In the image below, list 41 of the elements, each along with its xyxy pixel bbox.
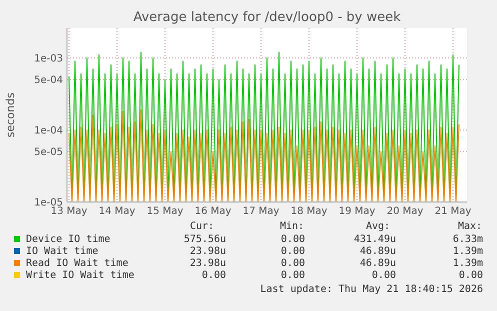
text: 1.39m — [452, 246, 483, 257]
legend-label: Read IO Wait time — [26, 258, 128, 269]
text: 0.00 — [280, 258, 305, 269]
y-axis-title: seconds — [4, 92, 17, 138]
text: 0.00 — [458, 270, 483, 281]
text: 46.89u — [360, 258, 396, 269]
text: 1.39m — [452, 258, 483, 269]
chart-title: Average latency for /dev/loop0 - by week — [133, 10, 402, 25]
x-tick-label: 21 May — [434, 206, 472, 217]
text: 0.00 — [280, 246, 305, 257]
legend-label: Device IO time — [26, 234, 110, 245]
y-tick-label: 1e-03 — [34, 53, 63, 64]
line-series — [68, 109, 460, 202]
x-tick-label: 20 May — [386, 206, 424, 217]
text: Cur: — [190, 221, 214, 232]
text: 0.00 — [280, 270, 305, 281]
x-tick-label: 14 May — [98, 206, 136, 217]
text: 23.98u — [190, 246, 226, 257]
text: 46.89u — [360, 246, 396, 257]
y-tick-label: 5e-05 — [34, 147, 63, 158]
x-tick-label: 15 May — [146, 206, 184, 217]
text: Min: — [280, 221, 304, 232]
x-tick-label: 17 May — [242, 206, 280, 217]
legend-label: Write IO Wait time — [26, 270, 134, 281]
text: Last update: Thu May 21 18:40:15 2026 — [260, 284, 483, 295]
x-tick-label: 16 May — [194, 206, 232, 217]
x-tick-label: 19 May — [338, 206, 376, 217]
x-tick-label: 13 May — [50, 206, 88, 217]
text: 575.56u — [184, 234, 226, 245]
x-tick-label: 18 May — [290, 206, 328, 217]
text: 0.00 — [202, 270, 226, 281]
text: 0.00 — [280, 234, 305, 245]
y-tick-label: 1e-04 — [34, 125, 63, 136]
text: Avg: — [366, 221, 390, 232]
y-tick-label: 5e-04 — [34, 75, 63, 86]
text: 6.33m — [452, 234, 483, 245]
text: 431.49u — [354, 234, 396, 245]
text: 0.00 — [372, 270, 396, 281]
text: 23.98u — [190, 258, 226, 269]
text: Max: — [458, 221, 482, 232]
legend-label: IO Wait time — [26, 246, 98, 257]
